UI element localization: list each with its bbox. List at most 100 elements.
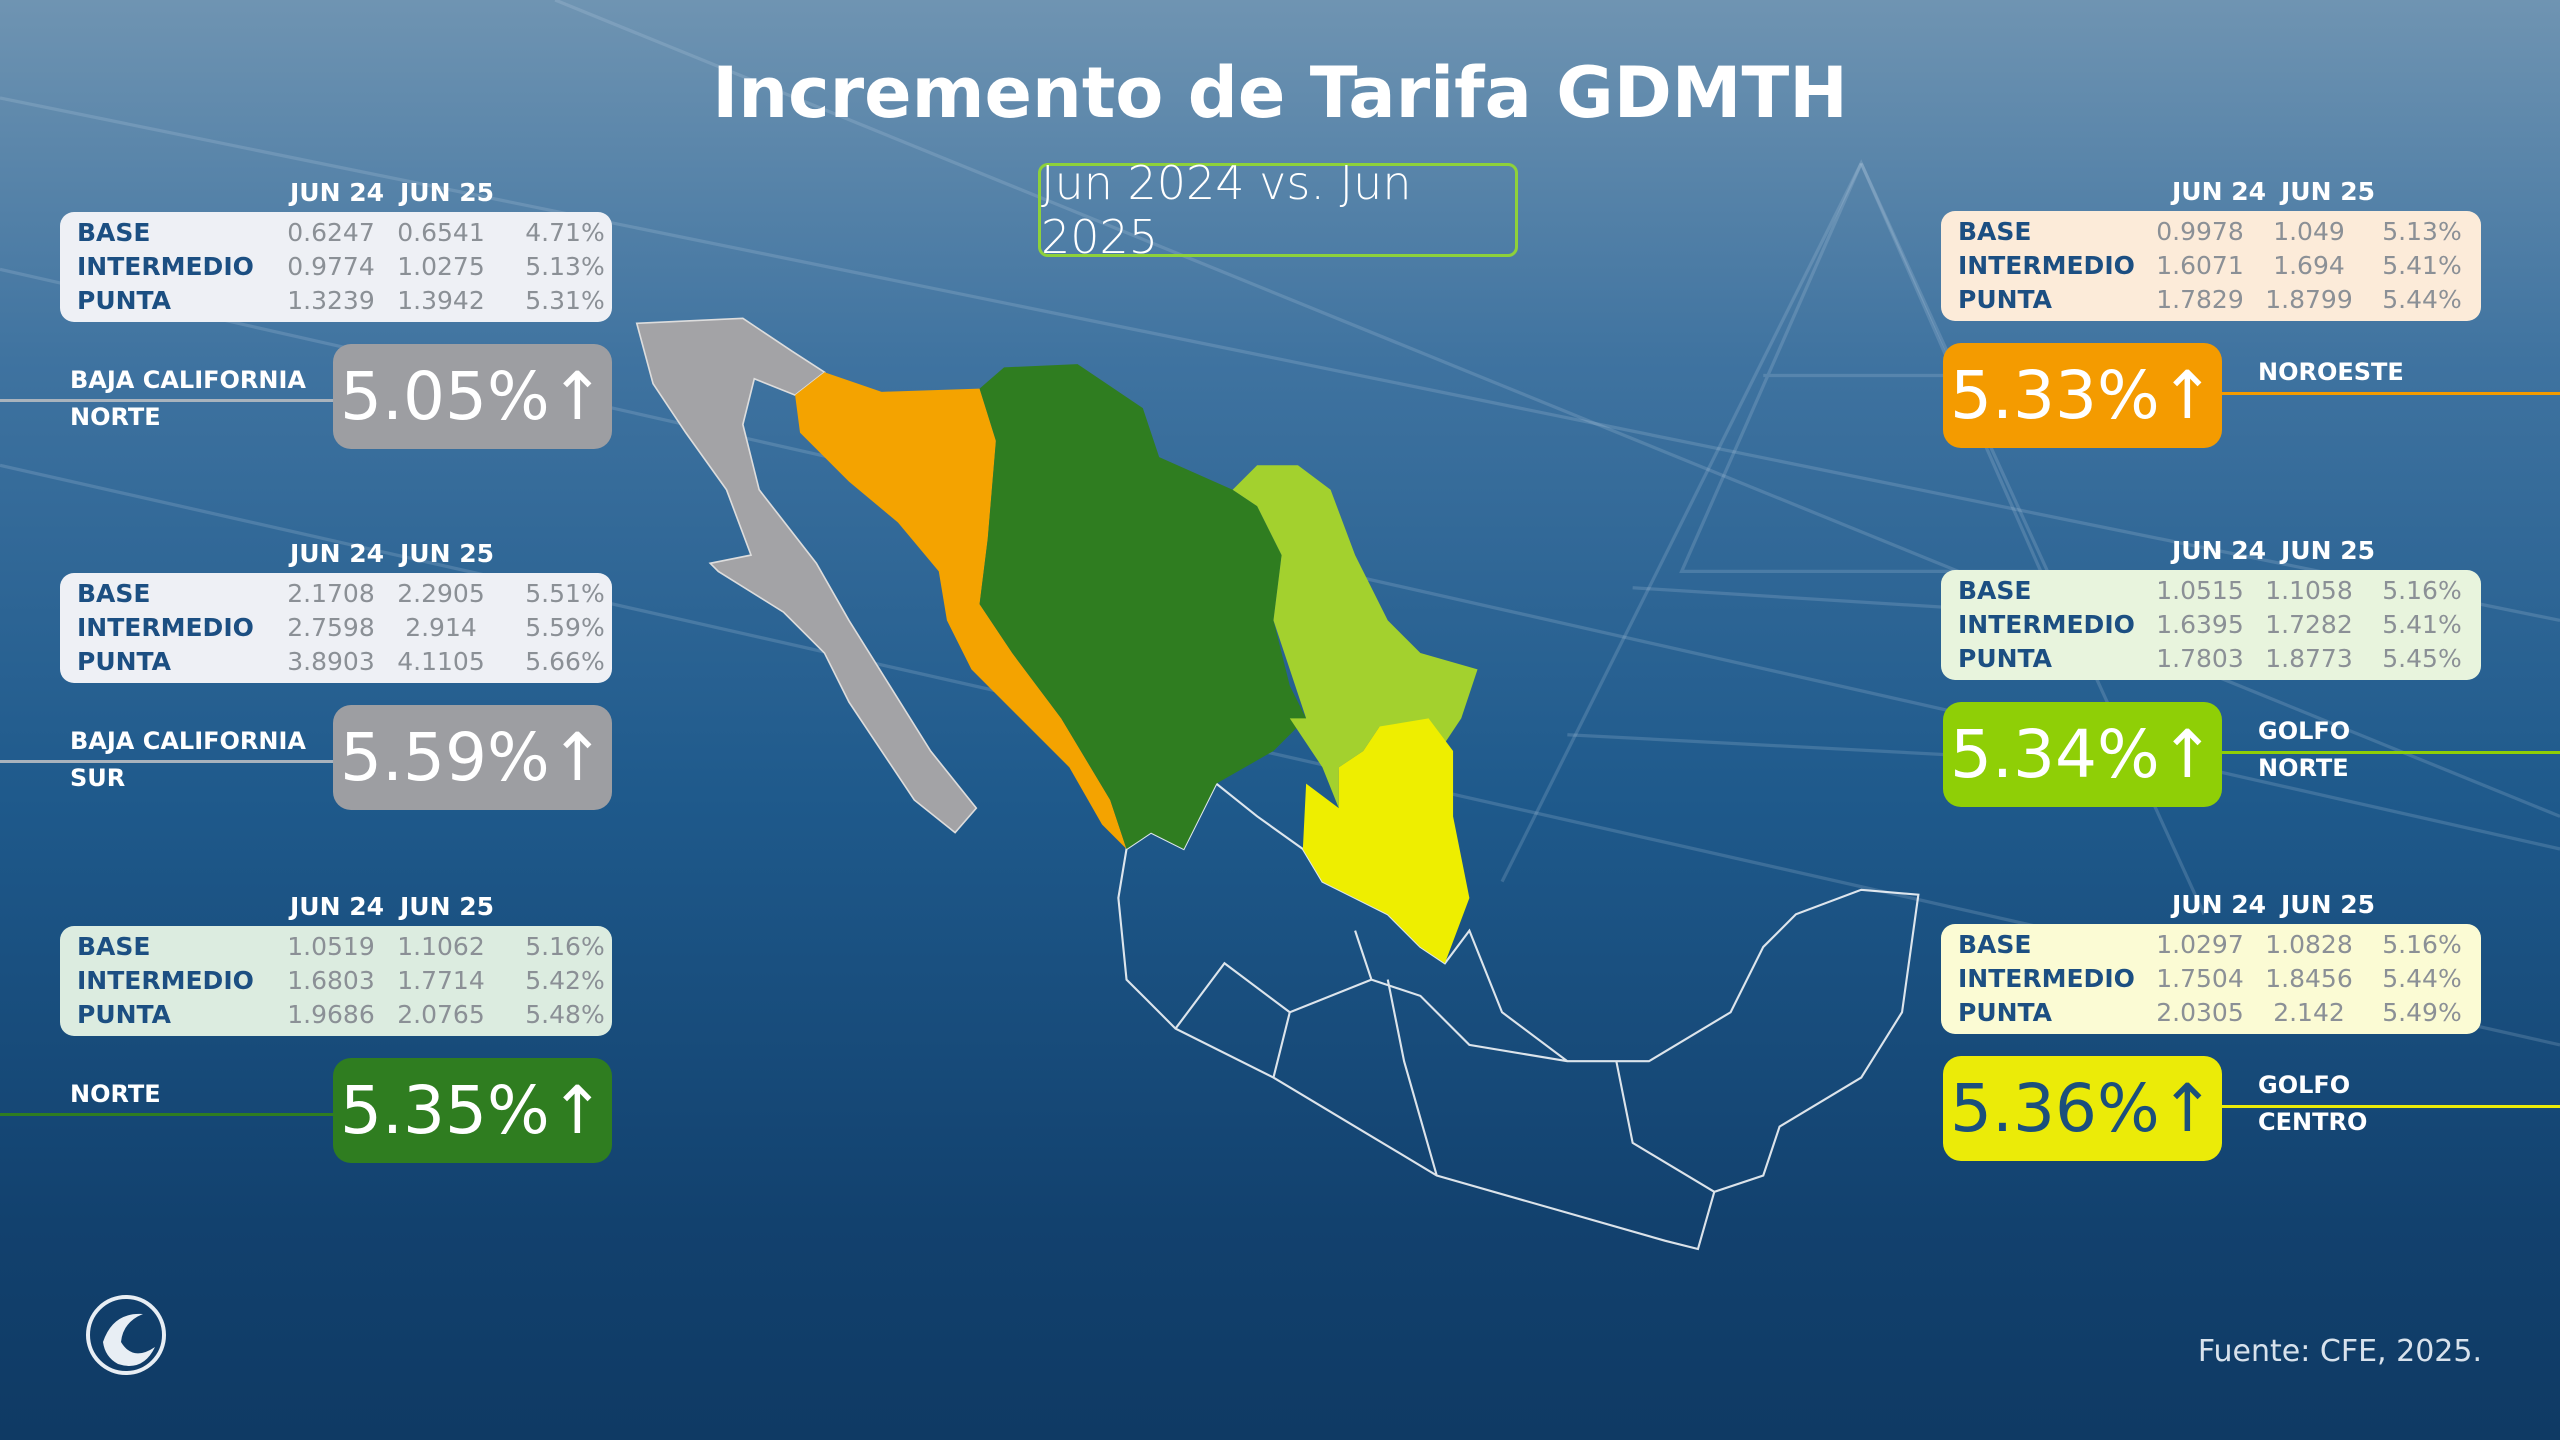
column-header: JUN 25 (400, 539, 495, 568)
column-header: JUN 25 (400, 892, 495, 921)
connector-line (0, 1113, 333, 1116)
table-row: BASE 2.1708 2.2905 5.51% (60, 577, 612, 611)
jun25-value: 2.914 (405, 613, 477, 642)
rate-label: PUNTA (1958, 998, 2053, 1027)
table-row: INTERMEDIO 2.7598 2.914 5.59% (60, 611, 612, 645)
rate-table: BASE 1.0515 1.1058 5.16% INTERMEDIO 1.63… (1941, 570, 2481, 680)
pct-change: 5.16% (2382, 576, 2462, 605)
map-region-baja-california (635, 317, 978, 834)
rate-label: BASE (77, 218, 151, 247)
jun24-value: 1.7504 (2156, 964, 2244, 993)
table-row: INTERMEDIO 0.9774 1.0275 5.13% (60, 250, 612, 284)
column-header: JUN 24 (2172, 536, 2267, 565)
jun25-value: 1.694 (2273, 251, 2345, 280)
rate-label: BASE (1958, 576, 2032, 605)
region-name-line: BAJA CALIFORNIA (70, 727, 307, 755)
source-note: Fuente: CFE, 2025. (2197, 1334, 2482, 1369)
page-title: Incremento de Tarifa GDMTH (712, 52, 1848, 134)
jun25-value: 2.142 (2273, 998, 2345, 1027)
total-increase-badge: 5.33%↑ (1943, 343, 2222, 448)
rate-label: PUNTA (77, 1000, 172, 1029)
connector-line (0, 399, 333, 402)
region-name-line: GOLFO (2258, 1071, 2351, 1099)
jun24-value: 1.3239 (287, 286, 375, 315)
region-name-line: NORTE (2258, 754, 2349, 782)
column-header: JUN 24 (290, 539, 385, 568)
jun24-value: 1.6071 (2156, 251, 2244, 280)
table-row: PUNTA 1.9686 2.0765 5.48% (60, 998, 612, 1032)
connector-line (2222, 1105, 2560, 1108)
jun25-value: 1.3942 (397, 286, 485, 315)
region-name: BAJA CALIFORNIA SUR (70, 723, 306, 797)
table-row: INTERMEDIO 1.6071 1.694 5.41% (1941, 249, 2481, 283)
map-region-noroeste (795, 372, 1127, 849)
region-name-line: BAJA CALIFORNIA (70, 366, 307, 394)
rate-table: BASE 1.0297 1.0828 5.16% INTERMEDIO 1.75… (1941, 924, 2481, 1034)
jun25-value: 2.2905 (397, 579, 485, 608)
pct-change: 5.41% (2382, 610, 2462, 639)
brand-logo-icon (86, 1295, 166, 1375)
region-name: GOLFO CENTRO (2258, 1067, 2367, 1141)
jun24-value: 0.6247 (287, 218, 375, 247)
table-row: INTERMEDIO 1.7504 1.8456 5.44% (1941, 962, 2481, 996)
column-header: JUN 25 (2281, 536, 2376, 565)
jun24-value: 3.8903 (287, 647, 375, 676)
jun24-value: 1.9686 (287, 1000, 375, 1029)
table-row: BASE 0.9978 1.049 5.13% (1941, 215, 2481, 249)
table-row: PUNTA 1.3239 1.3942 5.31% (60, 284, 612, 318)
jun25-value: 1.7282 (2265, 610, 2353, 639)
jun24-value: 1.6803 (287, 966, 375, 995)
jun24-value: 1.0515 (2156, 576, 2244, 605)
jun24-value: 2.7598 (287, 613, 375, 642)
jun25-value: 1.8456 (2265, 964, 2353, 993)
pct-change: 5.42% (525, 966, 605, 995)
rate-label: INTERMEDIO (77, 966, 254, 995)
column-header: JUN 25 (400, 178, 495, 207)
jun24-value: 1.0519 (287, 932, 375, 961)
pct-change: 5.16% (2382, 930, 2462, 959)
jun25-value: 2.0765 (397, 1000, 485, 1029)
region-name: NOROESTE (2258, 354, 2404, 391)
table-row: BASE 1.0297 1.0828 5.16% (1941, 928, 2481, 962)
region-name-line: GOLFO (2258, 717, 2351, 745)
column-header: JUN 25 (2281, 177, 2376, 206)
connector-line (2222, 751, 2560, 754)
jun24-value: 1.6395 (2156, 610, 2244, 639)
region-name-line: CENTRO (2258, 1108, 2368, 1136)
table-row: PUNTA 2.0305 2.142 5.49% (1941, 996, 2481, 1030)
jun24-value: 0.9978 (2156, 217, 2244, 246)
pct-change: 5.44% (2382, 285, 2462, 314)
pct-change: 4.71% (525, 218, 605, 247)
rate-label: PUNTA (77, 647, 172, 676)
pct-change: 5.59% (525, 613, 605, 642)
jun25-value: 0.6541 (397, 218, 485, 247)
jun25-value: 1.1062 (397, 932, 485, 961)
table-row: INTERMEDIO 1.6803 1.7714 5.42% (60, 964, 612, 998)
period-subtitle: Jun 2024 vs. Jun 2025 (1038, 156, 1518, 264)
connector-line (0, 760, 333, 763)
rate-label: BASE (1958, 930, 2032, 959)
rate-label: BASE (77, 579, 151, 608)
map-rest-of-mexico (1117, 782, 1920, 1251)
column-header: JUN 24 (2172, 177, 2267, 206)
table-row: BASE 1.0519 1.1062 5.16% (60, 930, 612, 964)
table-row: BASE 1.0515 1.1058 5.16% (1941, 574, 2481, 608)
map-region-golfo-centro (1302, 718, 1470, 964)
region-name: NORTE (70, 1076, 161, 1113)
rate-table: BASE 1.0519 1.1062 5.16% INTERMEDIO 1.68… (60, 926, 612, 1036)
jun25-value: 1.8799 (2265, 285, 2353, 314)
pct-change: 5.66% (525, 647, 605, 676)
jun25-value: 1.0275 (397, 252, 485, 281)
region-name-line: NOROESTE (2258, 358, 2404, 386)
rate-table: BASE 0.6247 0.6541 4.71% INTERMEDIO 0.97… (60, 212, 612, 322)
pct-change: 5.31% (525, 286, 605, 315)
rate-table: BASE 0.9978 1.049 5.13% INTERMEDIO 1.607… (1941, 211, 2481, 321)
table-row: PUNTA 1.7829 1.8799 5.44% (1941, 283, 2481, 317)
table-row: PUNTA 3.8903 4.1105 5.66% (60, 645, 612, 679)
jun24-value: 1.7803 (2156, 644, 2244, 673)
pct-change: 5.16% (525, 932, 605, 961)
pct-change: 5.44% (2382, 964, 2462, 993)
rate-label: INTERMEDIO (1958, 610, 2135, 639)
pct-change: 5.51% (525, 579, 605, 608)
connector-line (2222, 392, 2560, 395)
